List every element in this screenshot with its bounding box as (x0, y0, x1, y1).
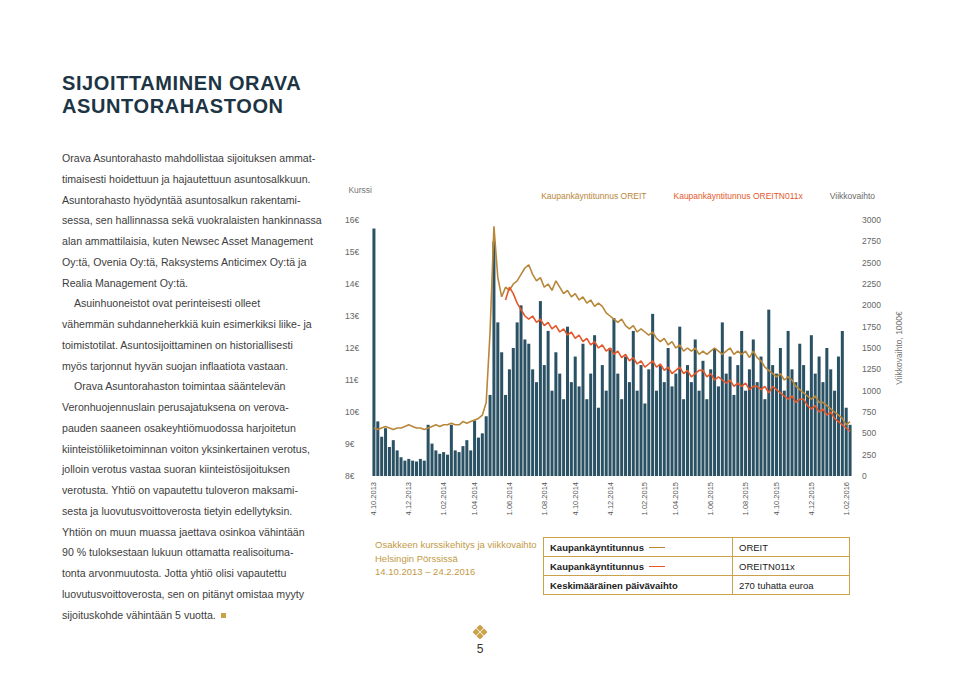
html-text:ASUNTORAHASTOON: ASUNTORAHASTOON (62, 95, 284, 117)
svg-text:2250: 2250 (862, 279, 881, 289)
svg-text:1.04.2014: 1.04.2014 (470, 482, 479, 515)
svg-text:1.06.2014: 1.06.2014 (505, 482, 514, 515)
html-text:OREIT: OREIT (739, 541, 768, 553)
svg-text:Viikkovaihto: Viikkovaihto (830, 191, 875, 201)
html-text:sessa, sen hallinnassa sekä vu: sessa, sen hallinnassa sekä vuokralaiste… (62, 214, 322, 227)
html-text:sijoituskohde vähintään 5 vuot: sijoituskohde vähintään 5 vuotta. (62, 608, 216, 621)
html-text:270 tuhatta euroa: 270 tuhatta euroa (739, 579, 814, 591)
svg-text:4.12.2013: 4.12.2013 (404, 482, 413, 515)
svg-text:1.08.2015: 1.08.2015 (741, 482, 750, 515)
svg-text:11€: 11€ (345, 375, 359, 385)
html-text:myös tarjonnut hyvän suojan in: myös tarjonnut hyvän suojan inflaatiota … (62, 359, 289, 372)
svg-text:16€: 16€ (345, 215, 359, 225)
html-text:Yhtiön on muun muassa jaettava: Yhtiön on muun muassa jaettava osinkoa v… (62, 525, 305, 538)
html-text:Kaupankäyntitunnus: Kaupankäyntitunnus (550, 560, 644, 572)
svg-text:1500: 1500 (862, 343, 881, 353)
svg-text:1250: 1250 (862, 364, 881, 374)
html-text:pauden saaneen osakeyhtiömuodo: pauden saaneen osakeyhtiömuodossa harjoi… (62, 421, 296, 434)
svg-text:Viikkovaihto, 1000€: Viikkovaihto, 1000€ (894, 311, 904, 385)
svg-text:1.04.2015: 1.04.2015 (671, 482, 680, 515)
svg-text:4.10.2015: 4.10.2015 (772, 482, 781, 515)
html-text:OREITN011x: OREITN011x (739, 560, 795, 572)
html-text:alan ammattilaisia, kuten News: alan ammattilaisia, kuten Newsec Asset M… (62, 235, 313, 247)
svg-text:Kaupankäyntitunnus OREIT: Kaupankäyntitunnus OREIT (541, 191, 646, 201)
svg-text:2000: 2000 (862, 300, 881, 310)
html-text:Kaupankäyntitunnus: Kaupankäyntitunnus (550, 541, 644, 553)
html-text:Helsingin Pörssissä: Helsingin Pörssissä (375, 552, 458, 564)
svg-text:1.08.2014: 1.08.2014 (540, 482, 549, 515)
html-text:14.10.2013 – 24.2.2016: 14.10.2013 – 24.2.2016 (375, 566, 476, 577)
html-text:90 % tuloksestaan lukuun ottam: 90 % tuloksestaan lukuun ottamatta reali… (62, 546, 294, 559)
html-text:toimistotilat. Asuntosijoittam: toimistotilat. Asuntosijoittaminen on hi… (62, 338, 293, 351)
svg-text:500: 500 (862, 428, 876, 438)
svg-text:1.06.2015: 1.06.2015 (706, 482, 715, 515)
svg-text:0: 0 (862, 471, 867, 481)
html-text:luovutusvoittoverosta, sen on: luovutusvoittoverosta, sen on pitänyt om… (62, 587, 304, 600)
svg-text:4.12.2014: 4.12.2014 (606, 482, 615, 515)
svg-text:12€: 12€ (345, 343, 359, 353)
html-text:timaisesti hoidettuun ja hajau: timaisesti hoidettuun ja hajautettuun as… (62, 172, 311, 185)
svg-text:Kurssi: Kurssi (348, 185, 372, 195)
svg-text:4.10.2014: 4.10.2014 (571, 482, 580, 515)
svg-text:1000: 1000 (862, 386, 881, 396)
svg-text:750: 750 (862, 407, 876, 417)
html-text:sesta ja luovutusvoittoverosta: sesta ja luovutusvoittoverosta tietyin e… (62, 504, 293, 517)
svg-text:1.02.2015: 1.02.2015 (640, 482, 649, 515)
svg-text:8€: 8€ (345, 471, 355, 481)
html-text:vähemmän suhdanneherkkiä kuin: vähemmän suhdanneherkkiä kuin esimerkiks… (62, 318, 312, 330)
svg-text:1750: 1750 (862, 322, 881, 332)
html-text:Veronhuojennuslain perusajatuk: Veronhuojennuslain perusajatuksena on ve… (62, 401, 289, 413)
html-text:kiinteistöliiketoiminnan voito: kiinteistöliiketoiminnan voiton yksinker… (62, 442, 310, 455)
html-text:Osakkeen kurssikehitys ja viik: Osakkeen kurssikehitys ja viikkovaihto (375, 539, 537, 550)
html-text:Asuinhuoneistot ovat perinteis: Asuinhuoneistot ovat perinteisesti ollee… (74, 297, 261, 310)
html-text:Oy:tä, Ovenia Oy:tä, Raksystem: Oy:tä, Ovenia Oy:tä, Raksystems Anticime… (62, 255, 307, 268)
svg-text:3000: 3000 (862, 215, 881, 225)
html-text:verotusta. Yhtiö on vapautettu: verotusta. Yhtiö on vapautettu tuloveron… (62, 484, 298, 496)
svg-text:14€: 14€ (345, 279, 359, 289)
svg-text:10€: 10€ (345, 407, 359, 417)
html-text:Keskimääräinen päivävaihto: Keskimääräinen päivävaihto (550, 579, 678, 591)
html-text:5: 5 (476, 642, 484, 656)
svg-text:4.10.2013: 4.10.2013 (369, 482, 378, 515)
svg-text:2750: 2750 (862, 236, 881, 246)
svg-text:1.02.2014: 1.02.2014 (439, 482, 448, 515)
html-text:tonta arvonmuutosta. Jotta yht: tonta arvonmuutosta. Jotta yhtiö olisi v… (62, 567, 287, 579)
svg-text:Kaupankäyntitunnus OREITN011x: Kaupankäyntitunnus OREITN011x (673, 191, 803, 201)
html-text:SIJOITTAMINEN ORAVA: SIJOITTAMINEN ORAVA (62, 72, 302, 94)
svg-text:13€: 13€ (345, 311, 359, 321)
svg-text:1.02.2016: 1.02.2016 (842, 482, 851, 515)
html-text:Realia Management Oy:tä.: Realia Management Oy:tä. (62, 276, 188, 289)
svg-text:4.12.2015: 4.12.2015 (807, 482, 816, 515)
svg-text:15€: 15€ (345, 247, 359, 257)
html-text:Orava Asuntorahaston toimintaa: Orava Asuntorahaston toimintaa sääntelev… (74, 380, 286, 393)
svg-text:250: 250 (862, 450, 876, 460)
html-text:Asuntorahasto hyödyntää asunto: Asuntorahasto hyödyntää asuntosalkun rak… (62, 193, 301, 206)
svg-text:2500: 2500 (862, 258, 881, 268)
html-text:Orava Asuntorahasto mahdollist: Orava Asuntorahasto mahdollistaa sijoitu… (62, 152, 316, 164)
html-text:jolloin verotus vastaa suoran: jolloin verotus vastaa suoran kiinteistö… (62, 463, 290, 476)
svg-text:9€: 9€ (345, 439, 355, 449)
